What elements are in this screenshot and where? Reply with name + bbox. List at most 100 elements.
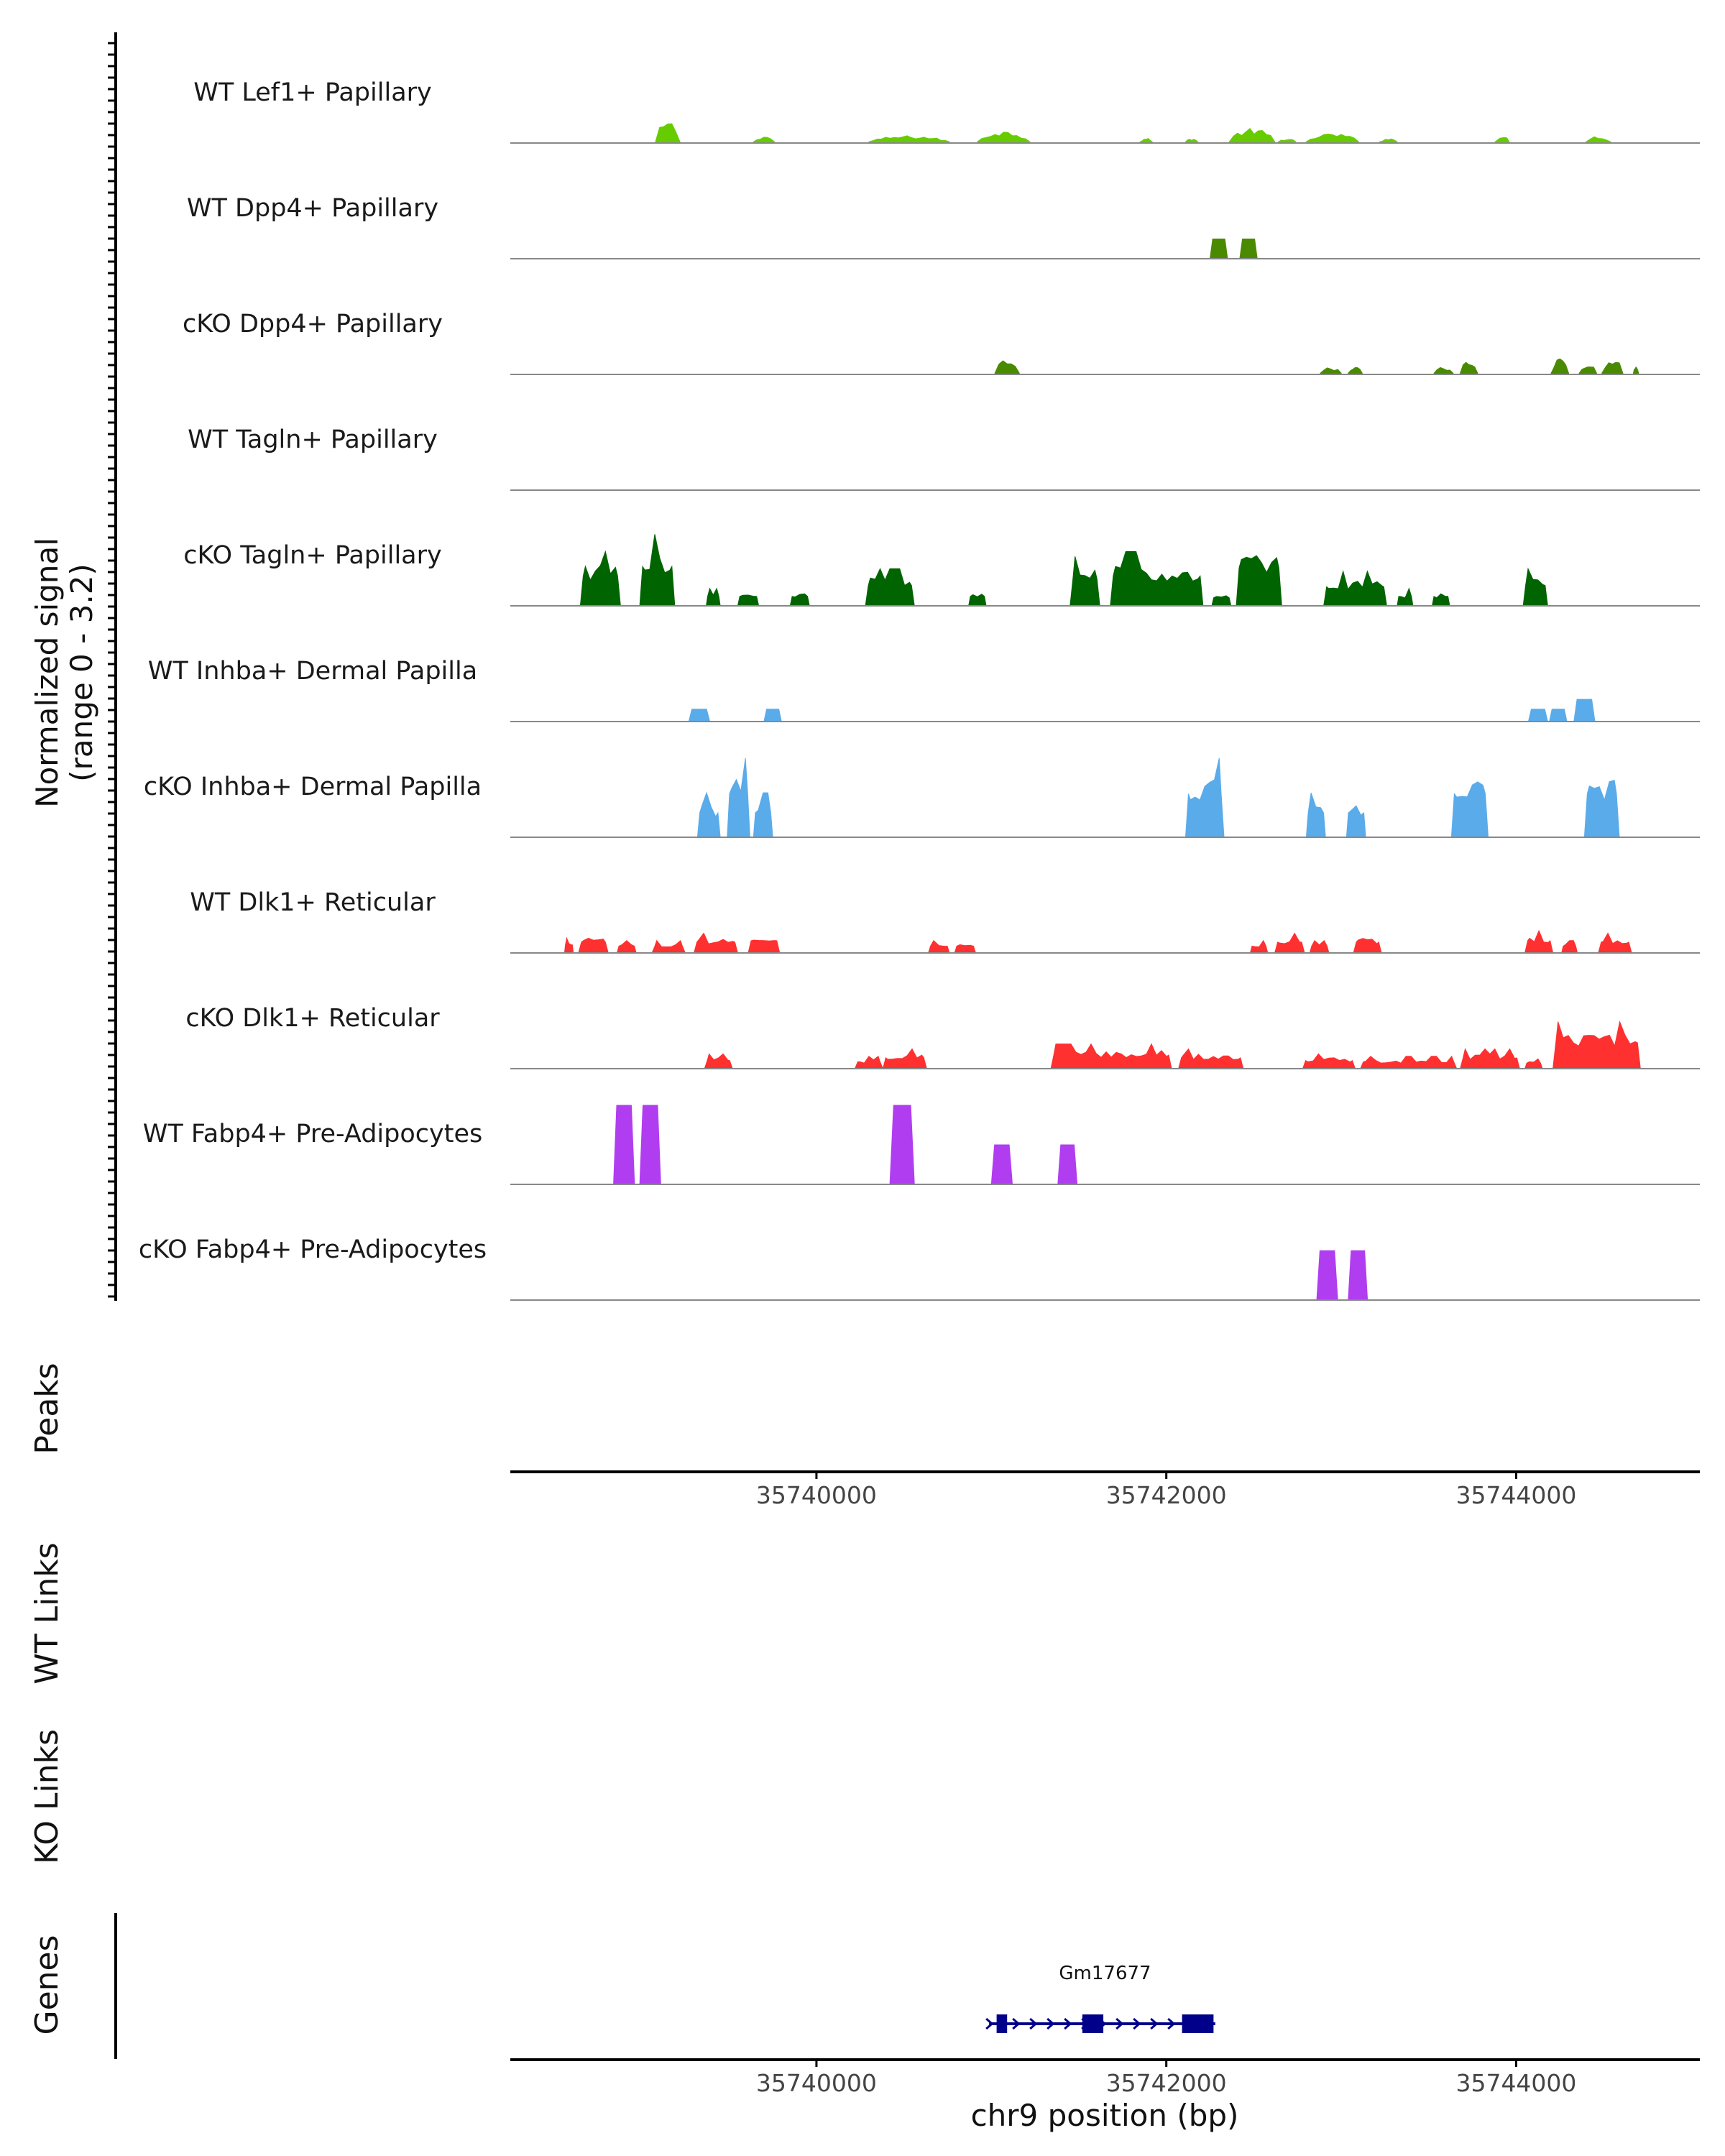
strand-arrow [1029, 2017, 1038, 2030]
coverage-peak [1305, 792, 1326, 838]
track-label: cKO Dpp4+ Papillary [183, 310, 443, 338]
coverage-peak [1494, 137, 1510, 144]
coverage-peak [1524, 929, 1554, 954]
y-axis-title-line-1: Normalized signal [29, 538, 65, 808]
gene-exon [1182, 2014, 1214, 2033]
coverage-peak [1431, 593, 1450, 607]
coverage-peak [789, 593, 810, 607]
track-5: WT Inhba+ Dermal Papilla [148, 657, 1700, 722]
coverage-peak [882, 1048, 927, 1069]
wt-links-label: WT Links [29, 1542, 65, 1684]
coverage-peak [1573, 699, 1596, 722]
coverage-peak [737, 594, 760, 607]
coverage-peak [1460, 361, 1478, 375]
track-label: cKO Fabp4+ Pre-Adipocytes [139, 1235, 487, 1264]
coverage-peak [1524, 1058, 1543, 1069]
strand-arrow [1133, 2017, 1141, 2030]
gene-name: Gm17677 [1059, 1963, 1151, 1984]
coverage-peak [753, 137, 775, 144]
track-label: WT Dpp4+ Papillary [187, 194, 438, 223]
coverage-peak [693, 932, 739, 954]
coverage-peak [1070, 556, 1100, 607]
strand-arrow [1012, 2017, 1021, 2030]
coverage-peak [1323, 570, 1387, 607]
coverage-peak [1433, 367, 1454, 375]
coverage-peak [1228, 127, 1276, 144]
x-tick-label: 35740000 [756, 2069, 877, 2097]
strand-arrow [1046, 2017, 1055, 2030]
x-axis-title: chr9 position (bp) [971, 2098, 1239, 2133]
coverage-peak [1305, 133, 1359, 144]
track-label: cKO Inhba+ Dermal Papilla [144, 773, 482, 801]
genes-x-axis: 35740000 35742000 35744000 [510, 2058, 1700, 2097]
coverage-peak [1184, 757, 1225, 838]
strand-arrow [1064, 2017, 1072, 2030]
x-tick-label: 35744000 [1455, 1481, 1576, 1509]
coverage-peak [1561, 940, 1578, 954]
coverage-peak [651, 939, 686, 954]
gene-exon [996, 2014, 1008, 2033]
coverage-peak [655, 123, 681, 144]
track-6: cKO Inhba+ Dermal Papilla [144, 757, 1700, 838]
coverage-peak [1450, 781, 1489, 838]
track-4: cKO Tagln+ Papillary [183, 534, 1700, 607]
coverage-peak [1527, 709, 1548, 722]
genes-label: Genes [29, 1935, 65, 2035]
coverage-peak [639, 1105, 661, 1185]
coverage-peak [954, 944, 977, 954]
coverage-peak [613, 1105, 635, 1185]
track-label: WT Lef1+ Papillary [193, 78, 432, 107]
coverage-peak [1598, 932, 1632, 954]
coverage-peak [1316, 1250, 1338, 1301]
coverage-peak [1522, 567, 1548, 607]
coverage-peak [1320, 367, 1342, 375]
x-tick-label: 35744000 [1455, 2069, 1576, 2097]
coverage-peak [990, 1144, 1013, 1185]
coverage-peak [753, 792, 773, 838]
coverage-peak [1239, 239, 1258, 259]
coverage-peak [616, 940, 637, 954]
coverage-peak [889, 1105, 915, 1185]
coverage-peak [706, 587, 721, 607]
coverage-peak [994, 360, 1020, 375]
track-8: cKO Dlk1+ Reticular [185, 1004, 1700, 1069]
coverage-peak [1586, 136, 1611, 144]
peaks-x-axis: 35740000 35742000 35744000 [510, 1470, 1700, 1509]
coverage-peak [1552, 1020, 1641, 1069]
coverage-peak [688, 709, 711, 722]
coverage-peak [1353, 938, 1382, 954]
coverage-peak [1549, 709, 1568, 722]
track-0: WT Lef1+ Papillary [193, 78, 1700, 144]
coverage-peak [968, 594, 987, 607]
track-label: cKO Dlk1+ Reticular [185, 1004, 440, 1033]
track-label: WT Fabp4+ Pre-Adipocytes [143, 1120, 482, 1148]
coverage-peak [696, 791, 721, 838]
coverage-peak [1397, 587, 1414, 607]
coverage-peak [564, 936, 574, 954]
coverage-peak [1249, 939, 1269, 954]
coverage-peak [1236, 555, 1282, 607]
track-7: WT Dlk1+ Reticular [190, 888, 1700, 954]
coverage-peak [704, 1053, 733, 1069]
coverage-peak [1346, 805, 1366, 838]
coverage-peak [928, 940, 950, 954]
strand-arrow [1150, 2017, 1159, 2030]
track-label: WT Tagln+ Papillary [188, 425, 438, 454]
coverage-peak [578, 937, 609, 954]
coverage-peak [1633, 366, 1639, 375]
coverage-peak [1348, 1250, 1368, 1301]
coverage-peak [1309, 939, 1330, 954]
coverage-peak [1110, 550, 1204, 607]
coverage-peak [1601, 361, 1624, 375]
coverage-peak [639, 534, 676, 607]
coverage-peak [1550, 358, 1569, 375]
ko-links-label: KO Links [29, 1729, 65, 1864]
coverage-peak [1360, 1055, 1458, 1069]
coverage-peak [1209, 239, 1228, 259]
coverage-peak [1348, 367, 1363, 375]
coverage-peak [854, 1055, 884, 1069]
coverage-peak [579, 550, 621, 607]
coverage-peak [1274, 932, 1305, 954]
gene-track: Gm17677 [985, 1963, 1215, 2033]
